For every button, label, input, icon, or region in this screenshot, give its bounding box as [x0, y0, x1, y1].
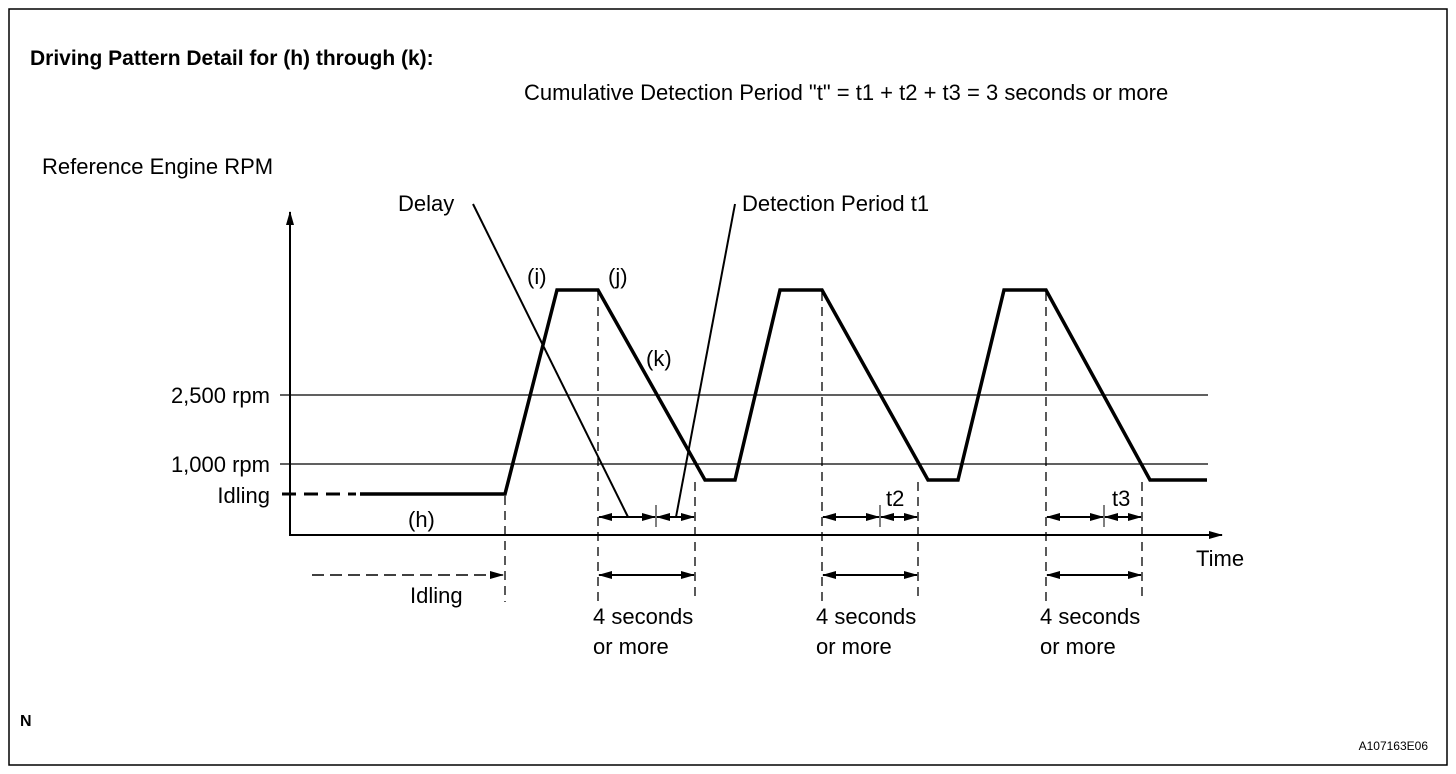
point-h-label: (h) — [408, 507, 435, 532]
duration-label-2b: or more — [816, 634, 892, 659]
formula-text: Cumulative Detection Period "t" = t1 + t… — [524, 80, 1168, 105]
duration-label-2: 4 seconds — [816, 604, 916, 629]
idling-level-label: Idling — [217, 483, 270, 508]
point-k-label: (k) — [646, 346, 672, 371]
delay-leader — [472, 203, 629, 518]
rpm-1000-label: 1,000 rpm — [171, 452, 270, 477]
duration-label-1b: or more — [593, 634, 669, 659]
point-j-label: (j) — [608, 264, 628, 289]
rpm-trace — [360, 288, 1207, 496]
duration-label-3b: or more — [1040, 634, 1116, 659]
x-axis-label: Time — [1196, 546, 1244, 571]
t3-label: t3 — [1112, 486, 1130, 511]
idling-span-label: Idling — [410, 583, 463, 608]
duration-label-1: 4 seconds — [593, 604, 693, 629]
y-axis-label: Reference Engine RPM — [42, 154, 273, 179]
t2-label: t2 — [886, 486, 904, 511]
duration-label-3: 4 seconds — [1040, 604, 1140, 629]
delay-label: Delay — [398, 191, 454, 216]
corner-mark: N — [20, 713, 32, 730]
detection-leader — [675, 203, 736, 518]
rpm-2500-label: 2,500 rpm — [171, 383, 270, 408]
frame-border — [8, 8, 1448, 766]
detection-period-label: Detection Period t1 — [742, 191, 929, 216]
diagram-title: Driving Pattern Detail for (h) through (… — [30, 47, 434, 70]
point-i-label: (i) — [527, 264, 547, 289]
detection-arrows — [598, 505, 1142, 527]
figure-id: A107163E06 — [1359, 739, 1429, 753]
